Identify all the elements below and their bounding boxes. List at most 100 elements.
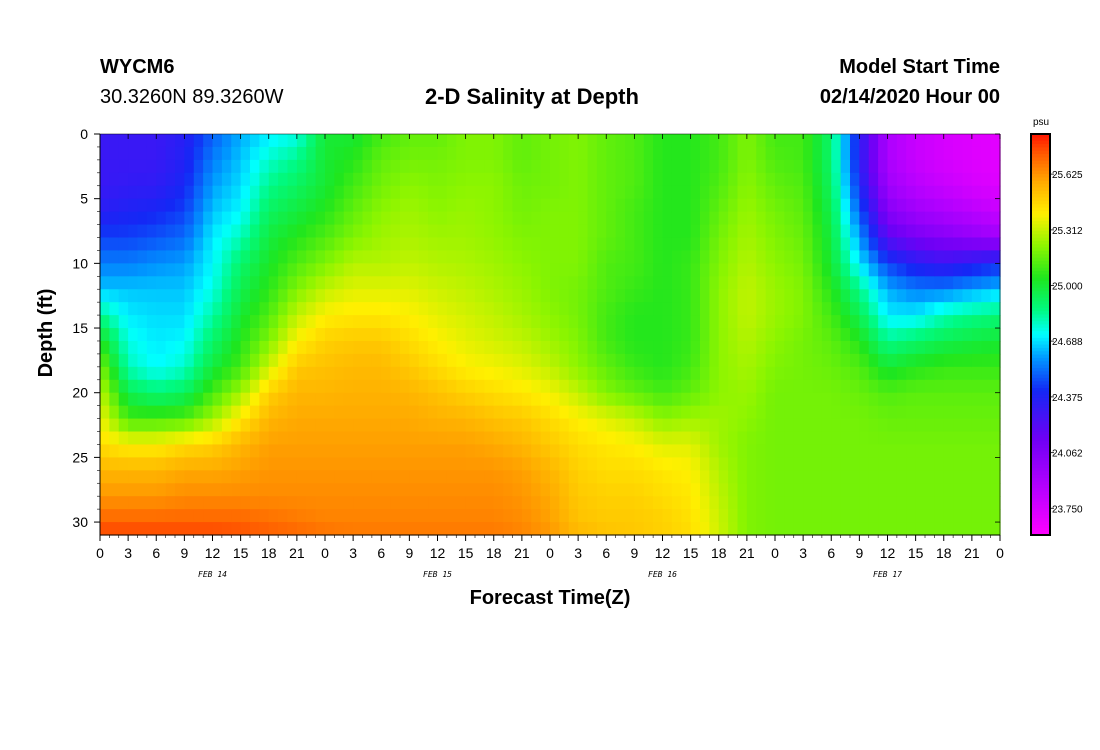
heatmap-cell <box>512 134 523 148</box>
heatmap-cell <box>156 198 167 213</box>
colorbar-cell <box>1031 451 1050 456</box>
heatmap-cell <box>615 276 626 290</box>
heatmap-cell <box>643 302 654 316</box>
heatmap-cell <box>981 483 992 497</box>
heatmap-cell <box>409 431 420 446</box>
heatmap-cell <box>943 134 954 148</box>
heatmap-cell <box>746 134 757 148</box>
heatmap-cell <box>100 250 110 264</box>
heatmap-cell <box>193 250 204 264</box>
heatmap-cell <box>446 509 457 523</box>
heatmap-cell <box>990 185 1001 200</box>
heatmap-cell <box>653 250 664 264</box>
heatmap-cell <box>765 328 776 342</box>
heatmap-cell <box>971 198 982 213</box>
heatmap-cell <box>971 522 982 536</box>
heatmap-cell <box>531 379 542 394</box>
heatmap-cell <box>484 224 495 239</box>
x-tick-label: 9 <box>855 545 863 561</box>
heatmap-cell <box>409 340 420 355</box>
heatmap-cell <box>962 146 973 161</box>
heatmap-cell <box>428 418 439 433</box>
heatmap-cell <box>203 198 214 213</box>
heatmap-cell <box>428 328 439 342</box>
heatmap-cell <box>325 146 335 161</box>
heatmap-cell <box>625 146 635 161</box>
heatmap-cell <box>850 198 860 213</box>
heatmap-cell <box>156 418 167 433</box>
heatmap-cell <box>690 159 701 174</box>
heatmap-cell <box>615 134 626 148</box>
heatmap-cell <box>343 250 354 264</box>
heatmap-cell <box>671 328 682 342</box>
heatmap-cell <box>812 522 823 536</box>
heatmap-cell <box>446 134 457 148</box>
heatmap-cell <box>625 509 635 523</box>
heatmap-cell <box>446 198 457 213</box>
heatmap-cell <box>465 263 476 277</box>
heatmap-cell <box>803 522 814 536</box>
heatmap-cell <box>531 198 542 213</box>
heatmap-cell <box>409 224 420 239</box>
heatmap-cell <box>240 509 251 523</box>
heatmap-cell <box>296 444 307 458</box>
heatmap-cell <box>184 366 195 381</box>
heatmap-cell <box>437 431 448 446</box>
heatmap-cell <box>512 263 523 277</box>
heatmap-cell <box>793 289 804 303</box>
heatmap-cell <box>868 483 879 497</box>
heatmap-cell <box>231 302 242 316</box>
heatmap-cell <box>521 496 532 510</box>
heatmap-cell <box>381 134 392 148</box>
heatmap-cell <box>775 444 785 458</box>
heatmap-cell <box>700 483 710 497</box>
heatmap-cell <box>109 496 120 510</box>
heatmap-cell <box>784 496 795 510</box>
heatmap-cell <box>353 457 364 471</box>
heatmap-cell <box>925 379 935 394</box>
heatmap-cell <box>146 302 157 316</box>
heatmap-cell <box>521 315 532 329</box>
heatmap-cell <box>353 211 364 226</box>
colorbar-cell <box>1031 180 1050 185</box>
heatmap-cell <box>315 431 326 446</box>
heatmap-cell <box>371 522 382 536</box>
heatmap-cell <box>128 185 139 200</box>
heatmap-cell <box>896 237 907 252</box>
heatmap-cell <box>793 483 804 497</box>
heatmap-cell <box>737 522 748 536</box>
heatmap-cell <box>465 250 476 264</box>
heatmap-cell <box>156 134 167 148</box>
heatmap-cell <box>746 483 757 497</box>
heatmap-cell <box>681 509 692 523</box>
heatmap-cell <box>746 237 757 252</box>
heatmap-cell <box>840 379 851 394</box>
heatmap-cell <box>325 431 335 446</box>
heatmap-cell <box>390 289 401 303</box>
heatmap-cell <box>596 134 607 148</box>
heatmap-cell <box>634 198 645 213</box>
heatmap-cell <box>887 146 898 161</box>
heatmap-cell <box>559 353 570 368</box>
heatmap-cell <box>718 224 729 239</box>
colorbar-cell <box>1031 334 1050 339</box>
heatmap-cell <box>268 444 279 458</box>
heatmap-cell <box>615 470 626 484</box>
heatmap-cell <box>868 379 879 394</box>
heatmap-cell <box>231 159 242 174</box>
heatmap-cell <box>475 328 485 342</box>
heatmap-cell <box>709 431 720 446</box>
heatmap-cell <box>531 211 542 226</box>
colorbar-cell <box>1031 371 1050 376</box>
heatmap-cell <box>615 237 626 252</box>
heatmap-cell <box>203 340 214 355</box>
heatmap-cell <box>446 237 457 252</box>
colorbar-cell <box>1031 314 1050 319</box>
heatmap-cell <box>475 289 485 303</box>
heatmap-cell <box>287 379 298 394</box>
heatmap-cell <box>250 444 260 458</box>
heatmap-cell <box>775 185 785 200</box>
heatmap-cell <box>203 366 214 381</box>
heatmap-cell <box>831 159 842 174</box>
heatmap-cell <box>625 237 635 252</box>
